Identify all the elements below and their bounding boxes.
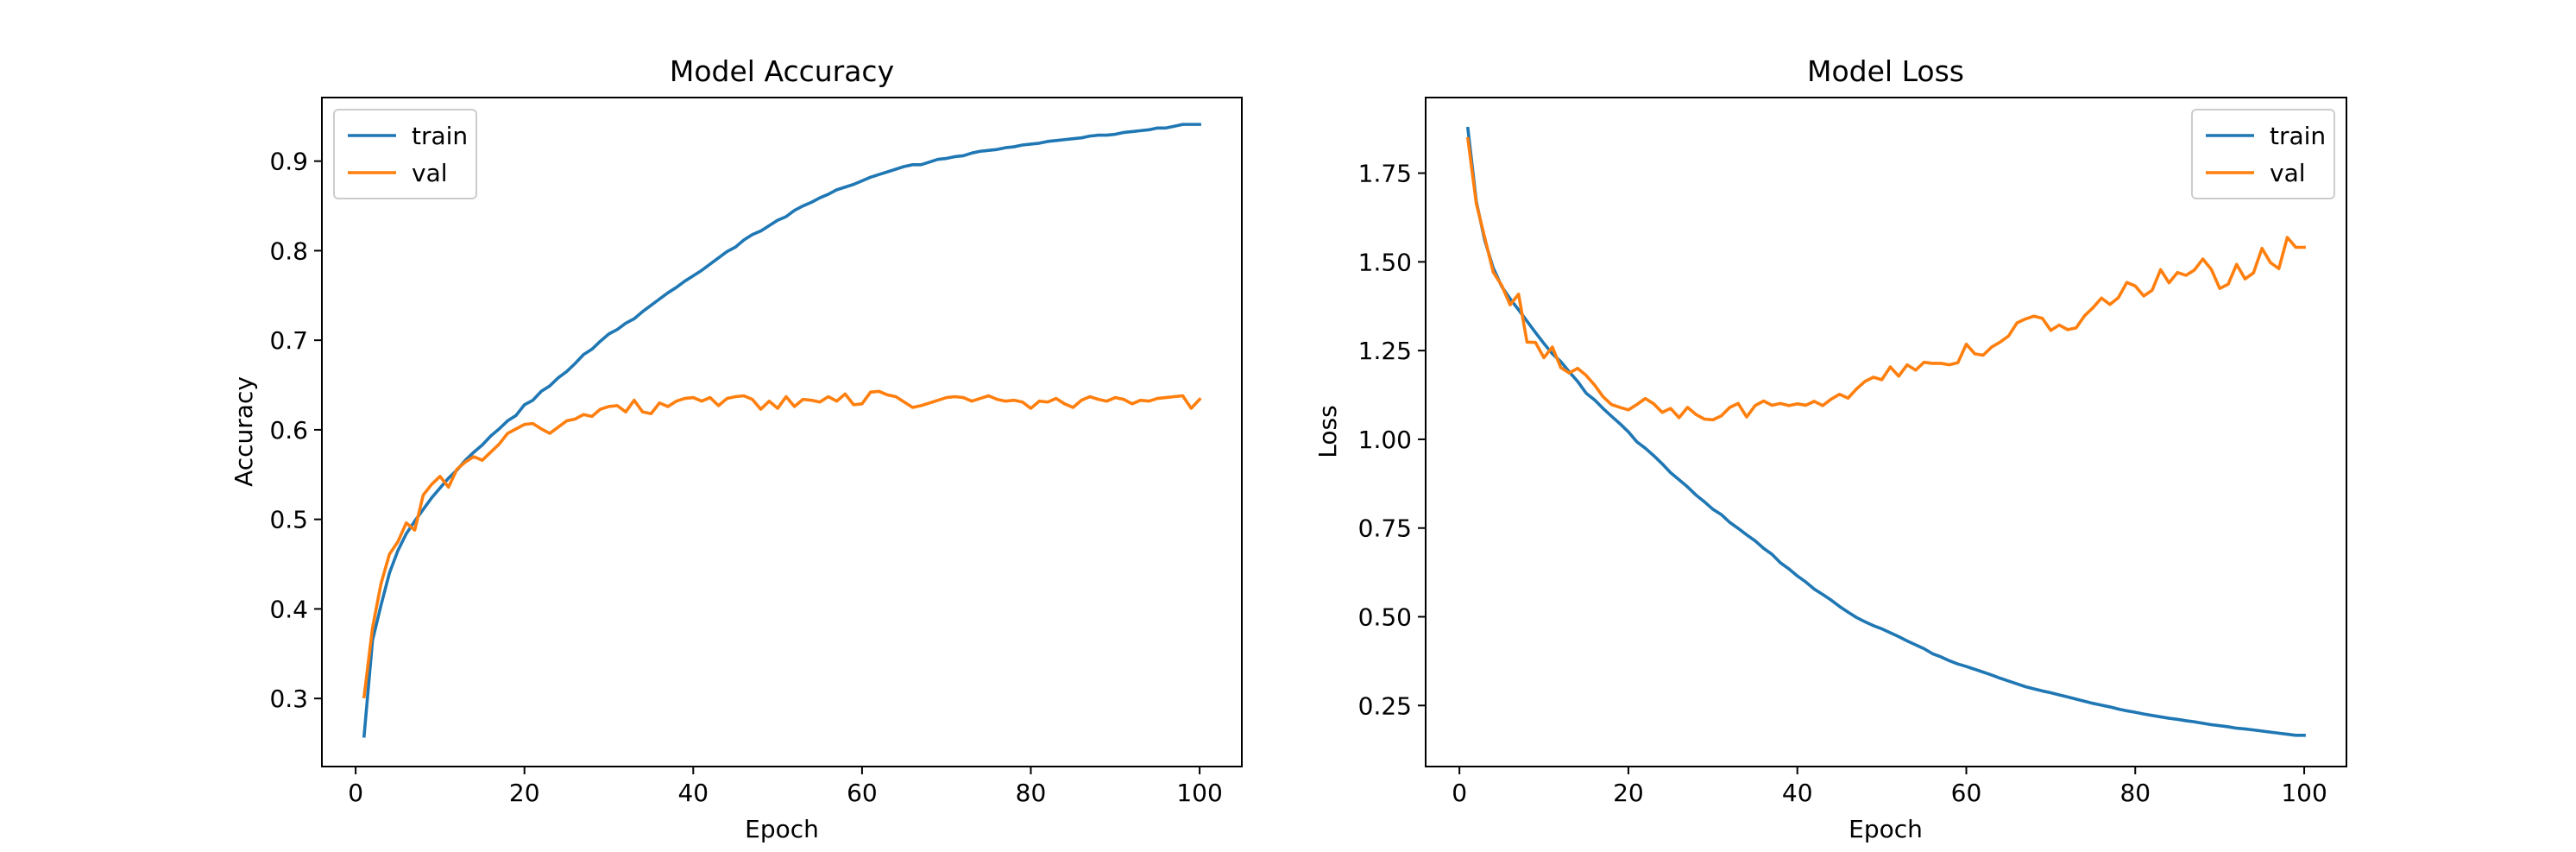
legend-label-train: train (2270, 122, 2326, 150)
y-tick-label: 0.7 (269, 326, 308, 355)
accuracy-chart-title: Model Accuracy (670, 54, 894, 88)
x-tick-label: 100 (1176, 779, 1222, 807)
accuracy-x-ticks: 0 20 40 60 80 100 (348, 767, 1223, 807)
x-tick-label: 80 (2119, 779, 2151, 807)
y-tick-label: 1.25 (1358, 337, 1412, 365)
x-tick-label: 40 (677, 779, 709, 807)
accuracy-chart: Model Accuracy Epoch Accuracy 0 20 40 60 80 1… (230, 54, 1243, 843)
x-tick-label: 20 (1613, 779, 1644, 807)
legend-label-val: val (412, 159, 448, 187)
accuracy-train-line (362, 123, 1201, 738)
x-tick-label: 20 (509, 779, 540, 807)
loss-y-ticks: 0.25 0.50 0.75 1.00 1.25 1.50 1.75 (1358, 160, 1426, 720)
accuracy-series (362, 123, 1202, 738)
loss-plot-area (1425, 97, 2347, 767)
accuracy-plot-area (321, 97, 1243, 767)
y-tick-label: 1.75 (1358, 160, 1412, 188)
y-tick-label: 0.5 (269, 506, 308, 534)
loss-val-line (1465, 136, 2306, 422)
legend-box (333, 109, 477, 199)
loss-series (1465, 126, 2306, 737)
loss-legend: train val (2191, 109, 2335, 199)
loss-x-ticks: 0 20 40 60 80 100 (1452, 767, 2327, 807)
y-tick-label: 0.6 (269, 416, 308, 445)
y-tick-label: 0.3 (269, 685, 308, 713)
loss-train-line (1465, 126, 2306, 737)
loss-x-axis-label: Epoch (1849, 815, 1923, 843)
accuracy-legend: train val (333, 109, 477, 199)
y-tick-label: 0.25 (1358, 691, 1412, 720)
y-tick-label: 1.50 (1358, 248, 1412, 276)
y-tick-label: 0.75 (1358, 514, 1412, 543)
x-tick-label: 40 (1782, 779, 1813, 807)
accuracy-x-axis-label: Epoch (745, 815, 819, 843)
y-tick-label: 0.8 (269, 237, 308, 265)
x-tick-label: 80 (1016, 779, 1047, 807)
accuracy-y-axis-label: Accuracy (230, 376, 258, 487)
x-tick-label: 60 (1951, 779, 1982, 807)
legend-label-val: val (2270, 159, 2306, 187)
x-tick-label: 60 (847, 779, 878, 807)
x-tick-label: 0 (348, 779, 363, 807)
accuracy-val-line (362, 389, 1202, 699)
loss-chart: Model Loss Epoch Loss 0 20 40 60 80 100 0.250… (1313, 54, 2347, 843)
accuracy-y-ticks: 0.3 0.4 0.5 0.6 0.7 0.8 0.9 (269, 148, 322, 713)
y-tick-label: 0.4 (269, 595, 308, 623)
x-tick-label: 100 (2281, 779, 2327, 807)
legend-box (2191, 109, 2335, 199)
x-tick-label: 0 (1452, 779, 1467, 807)
y-tick-label: 0.50 (1358, 603, 1412, 631)
loss-chart-title: Model Loss (1807, 54, 1964, 88)
loss-y-axis-label: Loss (1313, 405, 1342, 458)
y-tick-label: 0.9 (269, 148, 308, 176)
y-tick-label: 1.00 (1358, 426, 1412, 454)
legend-label-train: train (412, 122, 468, 150)
